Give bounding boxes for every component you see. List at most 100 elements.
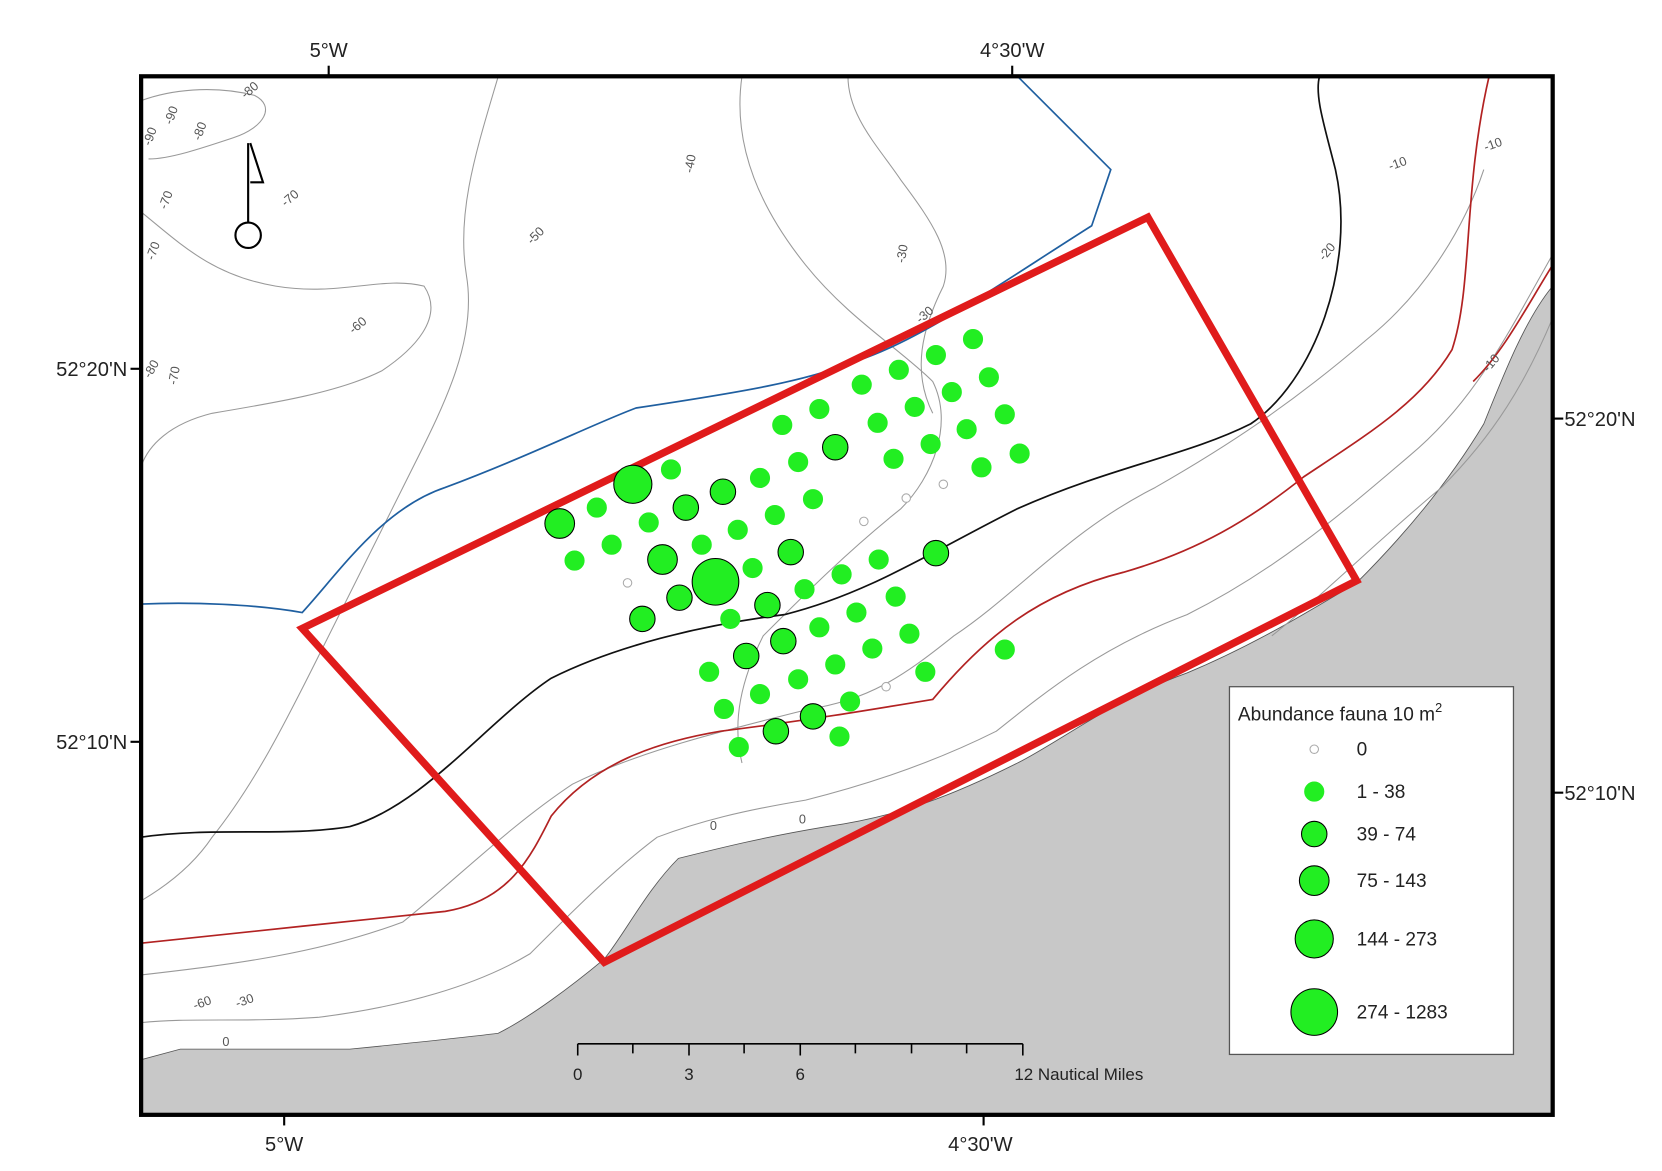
scale-label: 0: [573, 1065, 582, 1084]
sample-point: [601, 534, 622, 555]
sample-point: [622, 578, 633, 588]
sample-point: [764, 504, 785, 526]
contour-label: -30: [893, 243, 911, 264]
sample-point: [994, 404, 1015, 425]
sample-point: [920, 433, 941, 455]
sample-point: [978, 367, 999, 388]
legend-items: 0 1 - 38 39 - 74 75 - 143 144 - 273 274 - 128…: [1290, 740, 1448, 1036]
map-frame: [138, 74, 1555, 1117]
sample-point: [922, 539, 950, 567]
scale-bar: [576, 1043, 1024, 1056]
sample-point: [742, 557, 763, 579]
legend-title: Abundance fauna 10 m2: [1238, 700, 1442, 725]
sample-point: [770, 627, 797, 655]
contour-label: -90: [139, 125, 159, 147]
sample-point: [831, 564, 852, 585]
sample-point: [904, 396, 925, 418]
sample-point: [691, 534, 712, 555]
contour-label: -60: [191, 992, 213, 1012]
latitude-label: 52°10'N: [56, 732, 127, 754]
map-base: [140, 75, 1554, 1116]
latitude-label: 52°10'N: [1564, 783, 1635, 805]
land: [140, 284, 1554, 1116]
sample-point: [867, 412, 888, 433]
sample-point: [728, 737, 749, 758]
sample-point: [666, 584, 693, 611]
contour-label: -70: [143, 239, 163, 261]
sample-point: [762, 717, 790, 745]
contour-label: -10: [1386, 153, 1408, 173]
contour-label: -50: [524, 223, 548, 247]
contour-label: -70: [155, 189, 175, 211]
sample-point: [962, 329, 984, 350]
contour-labels: -80-90-90-80-70 -70-70-40-50-60-30-30-80-…: [139, 78, 1504, 1049]
sample-point: [821, 433, 849, 461]
contour-label: -10: [1482, 134, 1504, 154]
scale-label: 3: [684, 1065, 693, 1084]
legend-box: [1228, 686, 1515, 1056]
contour-line: [140, 89, 267, 160]
sample-point: [971, 457, 992, 478]
sample-point: [732, 642, 760, 670]
legend-label: 1 - 38: [1357, 782, 1406, 803]
sample-point: [881, 681, 891, 692]
sample-point: [727, 519, 748, 540]
sample-point: [709, 478, 737, 505]
contour-line: [141, 254, 1554, 1024]
sample-point: [994, 639, 1015, 660]
sample-point: [794, 579, 815, 600]
contour-line: [140, 76, 499, 902]
legend-symbol: [1290, 988, 1339, 1036]
sample-point: [799, 703, 827, 730]
sample-point: [660, 459, 682, 480]
sample-point: [901, 493, 912, 503]
contour-label: -40: [681, 153, 699, 174]
contour-label: -80: [189, 120, 209, 142]
sample-point: [925, 344, 946, 366]
contour-label: 0: [710, 818, 717, 833]
longitude-label: 4°30'W: [948, 1134, 1012, 1156]
sample-point: [647, 544, 678, 575]
sample-point: [772, 414, 793, 436]
legend-title-superscript: 2: [1435, 700, 1442, 715]
longitude-label: 5°W: [310, 40, 348, 62]
sample-point: [859, 516, 869, 527]
sample-point: [754, 591, 781, 619]
legend-label: 274 - 1283: [1357, 1002, 1448, 1023]
scale-label: 12 Nautical Miles: [1014, 1065, 1143, 1084]
contour-label: -90: [161, 104, 181, 126]
boundary-line: [140, 76, 1342, 839]
sample-point: [883, 448, 904, 469]
sample-point: [777, 538, 804, 566]
contour-label: -70: [278, 186, 302, 209]
sample-point: [941, 382, 962, 403]
sample-point: [868, 549, 889, 570]
sample-point: [564, 550, 585, 571]
sample-point: [899, 623, 920, 644]
sample-point: [749, 684, 771, 705]
sample-point: [851, 374, 872, 395]
sample-point: [915, 661, 936, 682]
contour-line: [737, 76, 942, 764]
legend-symbol: [1304, 781, 1325, 802]
sample-point: [720, 608, 741, 629]
contour-label: -60: [346, 313, 370, 336]
north-arrow: [234, 142, 265, 250]
sample-point: [544, 508, 576, 539]
sample-point: [825, 654, 846, 675]
sample-point: [809, 398, 830, 420]
boundary-line: [141, 76, 1490, 945]
sample-points: [544, 329, 1030, 758]
contour-label: -70: [165, 365, 183, 386]
boundary-line: [141, 75, 1112, 614]
sample-point: [956, 419, 977, 440]
sample-point: [788, 669, 809, 690]
legend-label: 39 - 74: [1357, 824, 1417, 845]
contour-label: 0: [222, 1034, 229, 1049]
contour-label: -30: [233, 990, 255, 1010]
sample-point: [885, 586, 906, 607]
legend-label: 75 - 143: [1357, 871, 1427, 892]
latitude-label: 52°20'N: [1564, 409, 1635, 431]
